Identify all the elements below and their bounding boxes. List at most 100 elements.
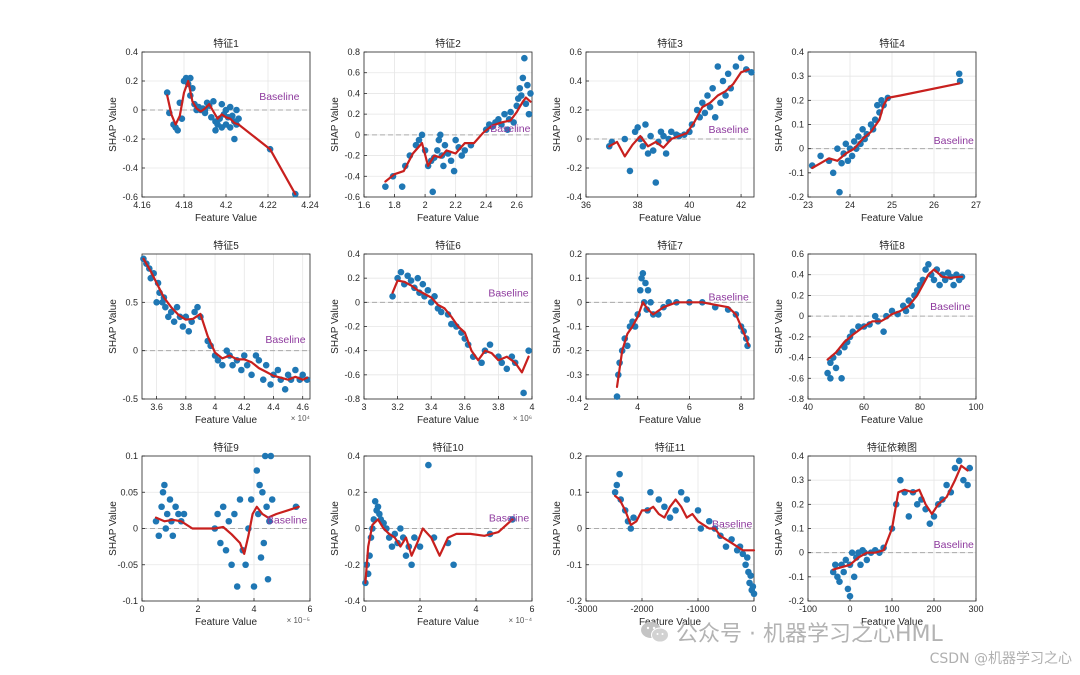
baseline-label: Baseline <box>489 512 529 524</box>
y-tick-label: 0 <box>355 130 360 140</box>
data-point <box>742 561 749 569</box>
x-tick-label: 300 <box>968 604 983 614</box>
data-point <box>191 308 198 316</box>
data-point <box>829 568 837 576</box>
x-axis-label: Feature Value <box>417 415 480 426</box>
axes-frame <box>585 51 755 198</box>
data-point <box>208 113 215 121</box>
data-point <box>611 488 619 496</box>
x-axis-label: Feature Value <box>639 617 702 628</box>
data-point <box>743 554 751 561</box>
baseline-label: Baseline <box>267 514 307 526</box>
data-point <box>169 532 177 540</box>
data-point <box>231 510 238 518</box>
y-tick-label: -0.8 <box>344 394 360 404</box>
data-point <box>503 365 511 373</box>
y-tick-label: -0.1 <box>566 322 582 332</box>
data-point <box>284 371 292 379</box>
baseline-label: Baseline <box>709 292 749 304</box>
x-tick-label: -3000 <box>574 604 597 614</box>
data-point <box>880 328 887 335</box>
chart-panel-8: 40 60 80 100 -0.8 -0.6 -0.4 -0.2 0 0.2 0.4 0.6 Basel… <box>774 240 984 426</box>
x-tick-label: 25 <box>887 200 897 210</box>
x-tick-label: 8 <box>739 402 744 412</box>
y-tick-label: 0.6 <box>791 249 804 259</box>
baseline-label: Baseline <box>709 124 749 136</box>
chart-panel-3: 36 38 40 42 -0.4 -0.2 0 0.2 0.4 0.6 Baseline 特征3 Fea… <box>552 38 755 224</box>
data-point <box>217 539 224 547</box>
x-tick-label: 24 <box>845 200 855 210</box>
baseline-label: Baseline <box>934 539 974 551</box>
x-tick-label: 3.6 <box>150 402 163 412</box>
x-axis-label: Feature Value <box>861 617 924 628</box>
data-point <box>153 299 160 306</box>
data-point <box>388 543 396 550</box>
y-tick-label: -0.6 <box>122 192 138 202</box>
data-point <box>152 517 160 525</box>
data-point <box>714 63 722 70</box>
watermark-text: 公众号 · 机器学习之心HML <box>676 622 943 647</box>
chart-panel-9: 0 2 4 6 -0.1 -0.05 0 0.05 0.1 Baseline 特征9 Feature … <box>108 442 313 628</box>
x-tick-label: 0 <box>847 604 852 614</box>
chart-title: 特征6 <box>435 240 461 252</box>
data-point <box>616 470 623 478</box>
y-tick-label: -0.2 <box>788 332 804 342</box>
smooth-curve <box>614 494 756 552</box>
data-point <box>836 578 843 585</box>
data-point <box>844 157 852 165</box>
data-point <box>416 543 424 550</box>
y-axis-label: SHAP Value <box>330 97 341 152</box>
y-axis-label: SHAP Value <box>552 299 563 354</box>
data-point <box>253 467 261 474</box>
data-point <box>238 366 245 374</box>
data-point <box>624 342 631 350</box>
data-point <box>257 554 265 561</box>
y-tick-label: 0 <box>799 548 804 558</box>
data-point <box>434 147 441 154</box>
baseline-label: Baseline <box>488 287 528 299</box>
x-tick-label: 200 <box>926 604 941 614</box>
data-point <box>855 133 862 140</box>
data-point <box>850 138 858 145</box>
data-point <box>677 488 685 496</box>
x-tick-label: 1.6 <box>358 200 371 210</box>
data-point <box>418 131 426 139</box>
y-tick-label: 0.2 <box>569 451 582 461</box>
x-tick-label: 4.22 <box>259 200 277 210</box>
data-point <box>166 496 174 503</box>
x-tick-label: 100 <box>968 402 983 412</box>
data-point <box>827 359 834 367</box>
data-point <box>243 361 251 369</box>
data-point <box>242 561 249 569</box>
data-point <box>155 532 163 540</box>
chart-title: 特征1 <box>213 38 239 50</box>
data-point <box>262 361 270 369</box>
data-point <box>613 481 621 489</box>
data-point <box>250 583 258 590</box>
axes-frame <box>807 253 977 400</box>
y-tick-label: -0.2 <box>566 163 582 173</box>
data-point <box>212 127 219 134</box>
data-point <box>836 188 843 196</box>
x-tick-label: 38 <box>633 200 643 210</box>
y-tick-label: -0.4 <box>566 192 582 202</box>
data-point <box>649 147 657 154</box>
x-tick-label: 6 <box>307 604 312 614</box>
x-tick-label: 2 <box>195 604 200 614</box>
data-point <box>158 503 165 511</box>
data-point <box>274 366 282 374</box>
x-tick-label: 3.8 <box>180 402 193 412</box>
data-point <box>231 135 238 143</box>
data-point <box>644 286 652 294</box>
data-point <box>739 550 747 558</box>
data-point <box>256 481 263 489</box>
data-point <box>162 525 170 532</box>
y-tick-label: -0.6 <box>788 373 804 383</box>
data-point <box>925 261 932 268</box>
data-point <box>222 546 230 554</box>
data-point <box>749 583 757 590</box>
chart-panel-4: 23 24 25 26 27 -0.2 -0.1 0 0.1 0.2 0.3 0.4 Baseline 特… <box>774 38 981 224</box>
data-point <box>527 90 534 97</box>
y-tick-label: 0.6 <box>569 47 582 57</box>
